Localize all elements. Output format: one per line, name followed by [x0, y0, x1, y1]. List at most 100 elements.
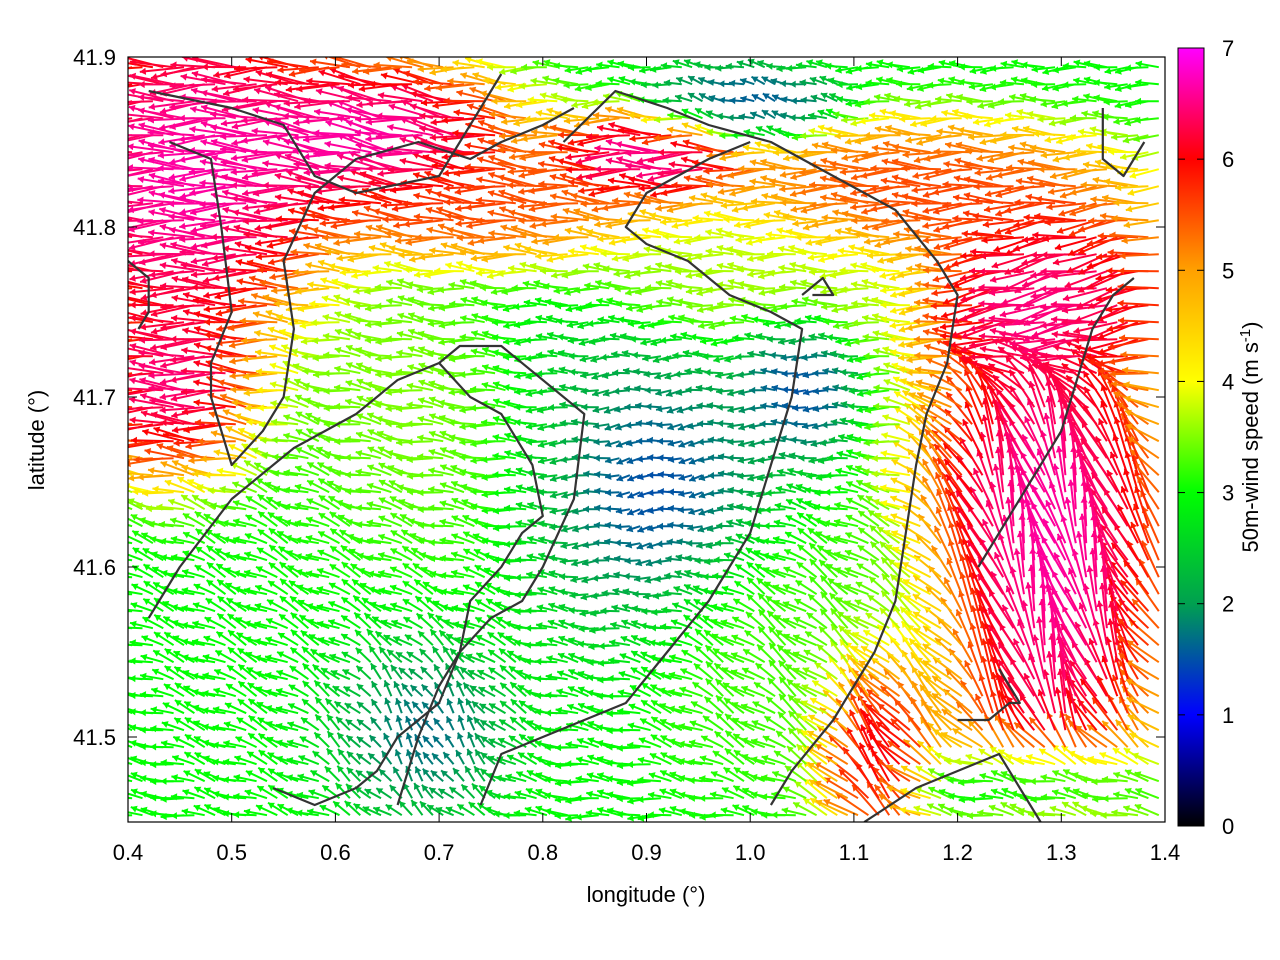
wind-arrow-head	[315, 697, 323, 705]
wind-arrow-head	[258, 750, 266, 757]
wind-arrow-head	[120, 790, 127, 797]
wind-arrow-head	[801, 700, 809, 707]
wind-arrow-head	[310, 770, 318, 777]
wind-arrow-head	[202, 707, 209, 715]
wind-arrow-head	[276, 687, 283, 695]
wind-arrow-head	[712, 751, 720, 758]
wind-arrow-head	[119, 405, 125, 412]
wind-arrow-head	[527, 753, 535, 760]
wind-arrow-shaft	[862, 711, 891, 748]
wind-arrow-head	[129, 675, 136, 683]
wind-arrow-head	[419, 648, 427, 656]
wind-arrow-head	[330, 670, 338, 677]
wind-arrow-head	[565, 778, 572, 787]
wind-arrow-head	[694, 663, 701, 671]
wind-arrow-head	[807, 730, 815, 738]
wind-arrow-shaft	[851, 784, 880, 816]
wind-arrow-head	[480, 752, 488, 760]
wind-arrow-head	[793, 683, 801, 690]
wind-arrow-head	[204, 787, 212, 794]
wind-arrow-head	[660, 752, 668, 759]
wind-arrow-head	[668, 722, 676, 729]
wind-arrow-head	[669, 771, 677, 779]
wind-arrow-head	[689, 739, 696, 747]
wind-arrow-head	[1063, 769, 1071, 776]
wind-arrow-head	[170, 793, 178, 801]
wind-arrow-head	[794, 781, 802, 788]
wind-arrow-head	[101, 423, 107, 430]
wind-arrow-head	[109, 518, 116, 525]
wind-arrow-head	[596, 692, 603, 700]
wind-arrow-head	[121, 514, 128, 520]
wind-arrow-head	[112, 443, 119, 450]
wind-arrow-head	[319, 652, 327, 660]
wind-arrow-head	[627, 814, 634, 822]
wind-arrow-head	[1073, 788, 1080, 795]
wind-arrow-head	[191, 655, 199, 663]
wind-arrow-shaft	[859, 708, 880, 748]
wind-arrow-head	[277, 651, 285, 658]
wind-arrow-head	[716, 695, 723, 703]
wind-arrow-head	[1129, 732, 1137, 740]
wind-arrow-head	[385, 804, 393, 811]
wind-arrow-head	[202, 723, 209, 731]
wind-arrow-head	[410, 685, 418, 692]
wind-arrow-head	[288, 703, 295, 710]
wind-arrow-head	[119, 497, 126, 504]
wind-arrow-head	[109, 590, 115, 597]
wind-arrow-head	[761, 755, 769, 762]
wind-arrow-head	[785, 664, 793, 671]
wind-arrow-head	[355, 647, 363, 655]
wind-arrow-head	[326, 748, 334, 756]
wind-arrow-head	[616, 810, 623, 819]
wind-arrow-head	[222, 810, 230, 818]
wind-arrow-head	[256, 804, 263, 812]
wind-arrow-head	[782, 786, 790, 793]
wind-arrow-head	[607, 692, 614, 700]
wind-arrow-shaft	[967, 719, 994, 748]
wind-arrow-shaft	[1028, 653, 1046, 697]
wind-arrow-head	[544, 776, 551, 784]
wind-arrow-head	[223, 740, 230, 747]
wind-arrow-shaft	[128, 756, 143, 766]
wind-arrow-head	[567, 686, 575, 693]
wind-arrow-head	[761, 793, 768, 801]
wind-arrow-head	[1123, 805, 1131, 813]
wind-arrow-head	[535, 772, 543, 779]
wind-arrow-head	[93, 415, 100, 422]
wind-arrow-shaft	[886, 764, 921, 783]
wind-arrow-head	[658, 807, 666, 815]
wind-arrow-head	[120, 808, 127, 815]
wind-arrow-head	[1000, 770, 1008, 778]
wind-arrow-head	[335, 783, 343, 790]
wind-arrow-head	[139, 691, 147, 699]
wind-arrow-head	[302, 663, 310, 671]
wind-arrow-head	[255, 686, 263, 693]
wind-arrow-shaft	[998, 716, 1025, 748]
wind-arrow-head	[430, 770, 438, 778]
wind-arrow-head	[152, 668, 160, 676]
wind-arrow-head	[429, 787, 437, 795]
wind-arrow-head	[150, 743, 157, 751]
wind-arrow-shaft	[919, 716, 942, 748]
wind-arrow-head	[183, 770, 191, 777]
wind-arrow-shaft	[1043, 669, 1057, 714]
wind-arrow-head	[788, 727, 796, 735]
wind-arrow-head	[1115, 719, 1123, 727]
wind-arrow-head	[641, 683, 649, 690]
wind-arrow-head	[373, 806, 381, 814]
wind-arrow-head	[341, 651, 349, 659]
wind-arrow-head	[162, 702, 170, 709]
wind-arrow-head	[446, 716, 453, 724]
wind-arrow-head	[731, 702, 739, 709]
wind-arrow-head	[192, 672, 199, 680]
wind-arrow-head	[174, 666, 182, 674]
wind-arrow-head	[248, 698, 256, 706]
wind-arrow-head	[454, 664, 461, 672]
wind-arrow-head	[130, 805, 138, 813]
wind-arrow-head	[535, 805, 543, 813]
wind-arrow-head	[637, 756, 645, 764]
wind-arrow-head	[651, 700, 659, 707]
wind-arrow-shaft	[964, 660, 984, 697]
wind-arrow-shaft	[997, 659, 1025, 697]
